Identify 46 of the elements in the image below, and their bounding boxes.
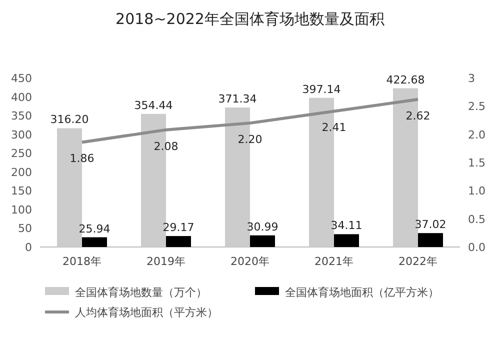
y-tick-label: 300 (11, 128, 32, 142)
legend-label: 全国体育场地面积（亿平方米） (285, 286, 439, 299)
y-tick-label: 200 (11, 166, 32, 179)
data-label: 316.20 (50, 113, 89, 126)
x-tick-label: 2019年 (146, 255, 186, 268)
bar (334, 234, 359, 247)
data-label: 397.14 (302, 82, 341, 96)
y2-tick-label: 1.5 (468, 156, 486, 170)
x-tick-label: 2020年 (230, 255, 270, 268)
bar (166, 236, 191, 247)
x-tick-label: 2022年 (398, 255, 438, 268)
data-label: 1.86 (70, 152, 94, 166)
x-tick-label: 2018年 (62, 255, 102, 268)
data-label: 30.99 (246, 220, 278, 234)
data-label: 37.02 (414, 218, 446, 232)
legend-label: 全国体育场地数量（万个） (75, 286, 207, 299)
data-label: 25.94 (78, 222, 110, 236)
y2-tick-label: 2.0 (468, 128, 486, 142)
y2-tick-label: 0.5 (468, 212, 486, 226)
bar (250, 235, 275, 247)
data-label: 371.34 (218, 92, 257, 106)
bar (82, 237, 107, 247)
bar (418, 233, 443, 247)
y-tick-label: 350 (11, 110, 32, 123)
data-label: 29.17 (162, 221, 194, 234)
legend-label: 人均体育场地面积（平方米） (75, 306, 218, 319)
y-tick-label: 450 (11, 72, 32, 85)
title: 2018~2022年全国体育场地数量及面积 (116, 10, 384, 28)
data-label: 354.44 (134, 98, 173, 112)
data-label: 2.41 (322, 121, 346, 134)
x-tick-label: 2021年 (314, 255, 354, 268)
data-label: 34.11 (330, 219, 362, 232)
y-tick-label: 150 (11, 184, 32, 198)
y2-tick-label: 0.0 (468, 241, 486, 254)
data-label: 2.20 (238, 133, 262, 146)
y-tick-label: 50 (18, 222, 32, 236)
y2-tick-label: 3 (468, 72, 475, 85)
y-tick-label: 400 (11, 90, 32, 104)
data-label: 422.68 (386, 73, 425, 86)
data-label: 2.08 (154, 140, 178, 153)
data-label: 2.62 (406, 109, 430, 122)
y2-tick-label: 2.5 (468, 100, 486, 114)
y-tick-label: 0 (25, 241, 32, 254)
y-tick-label: 250 (11, 147, 32, 160)
y-tick-label: 100 (11, 203, 32, 216)
y2-tick-label: 1.0 (468, 184, 486, 198)
